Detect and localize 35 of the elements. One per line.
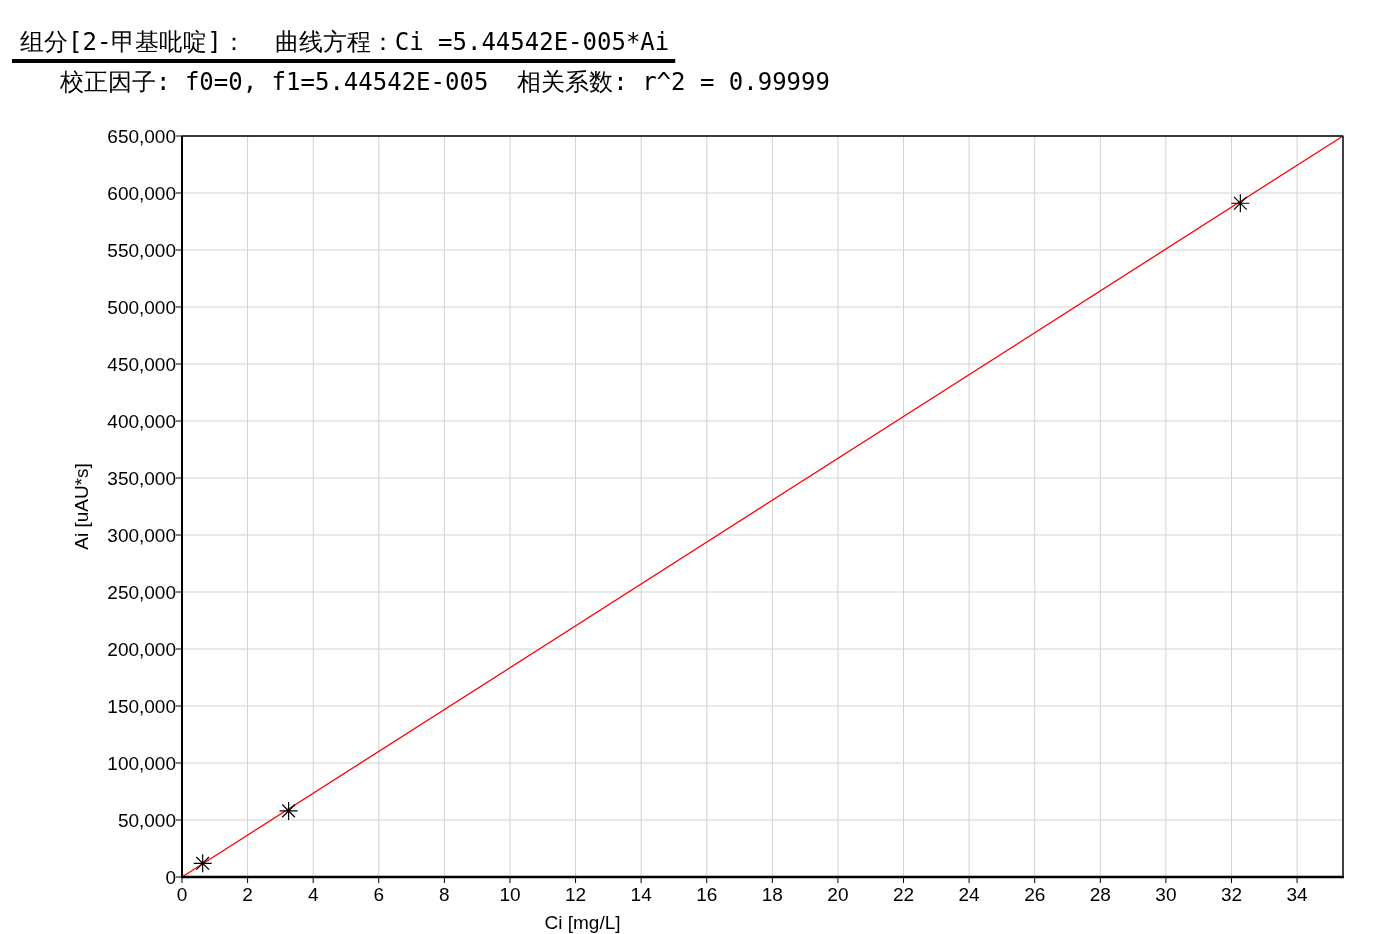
x-tick-label: 16 <box>696 884 718 905</box>
x-tick-label: 8 <box>439 884 450 905</box>
x-axis-title: Ci [mg/L] <box>544 912 621 933</box>
y-tick-label: 200,000 <box>107 639 176 660</box>
x-tick-label: 6 <box>373 884 385 905</box>
y-tick-label: 100,000 <box>107 753 176 774</box>
x-tick-label: 2 <box>242 884 253 905</box>
y-axis-title: Ai [uAU*s] <box>71 463 92 550</box>
x-tick-label: 18 <box>761 884 783 905</box>
x-tick-label: 28 <box>1089 884 1111 905</box>
y-tick-label: 550,000 <box>107 240 176 261</box>
y-tick-label: 350,000 <box>107 468 176 489</box>
y-tick-label: 600,000 <box>107 183 176 204</box>
y-tick-label: 650,000 <box>107 126 176 147</box>
y-tick-label: 250,000 <box>107 582 176 603</box>
x-tick-label: 4 <box>307 884 319 905</box>
x-tick-label: 30 <box>1155 884 1177 905</box>
y-tick-label: 300,000 <box>107 525 176 546</box>
x-tick-label: 22 <box>892 884 915 905</box>
x-tick-label: 12 <box>564 884 587 905</box>
y-tick-label: 50,000 <box>117 810 176 831</box>
y-tick-label: 400,000 <box>107 411 176 432</box>
chart-subtitle: 校正因子: f0=0, f1=5.44542E-005 相关系数: r^2 = 0.99999 <box>59 68 830 96</box>
y-tick-label: 500,000 <box>107 297 176 318</box>
x-tick-label: 26 <box>1024 884 1046 905</box>
x-tick-label: 24 <box>958 884 981 905</box>
y-tick-label: 450,000 <box>107 354 176 375</box>
y-tick-label: 150,000 <box>107 696 176 717</box>
chart-title: 组分[2-甲基吡啶]： 曲线方程：Ci =5.44542E-005*Ai <box>20 28 670 56</box>
x-tick-label: 20 <box>827 884 849 905</box>
x-tick-label: 14 <box>630 884 653 905</box>
x-tick-label: 34 <box>1286 884 1309 905</box>
x-tick-label: 32 <box>1220 884 1243 905</box>
y-tick-label: 0 <box>165 867 176 888</box>
x-tick-label: 10 <box>499 884 521 905</box>
